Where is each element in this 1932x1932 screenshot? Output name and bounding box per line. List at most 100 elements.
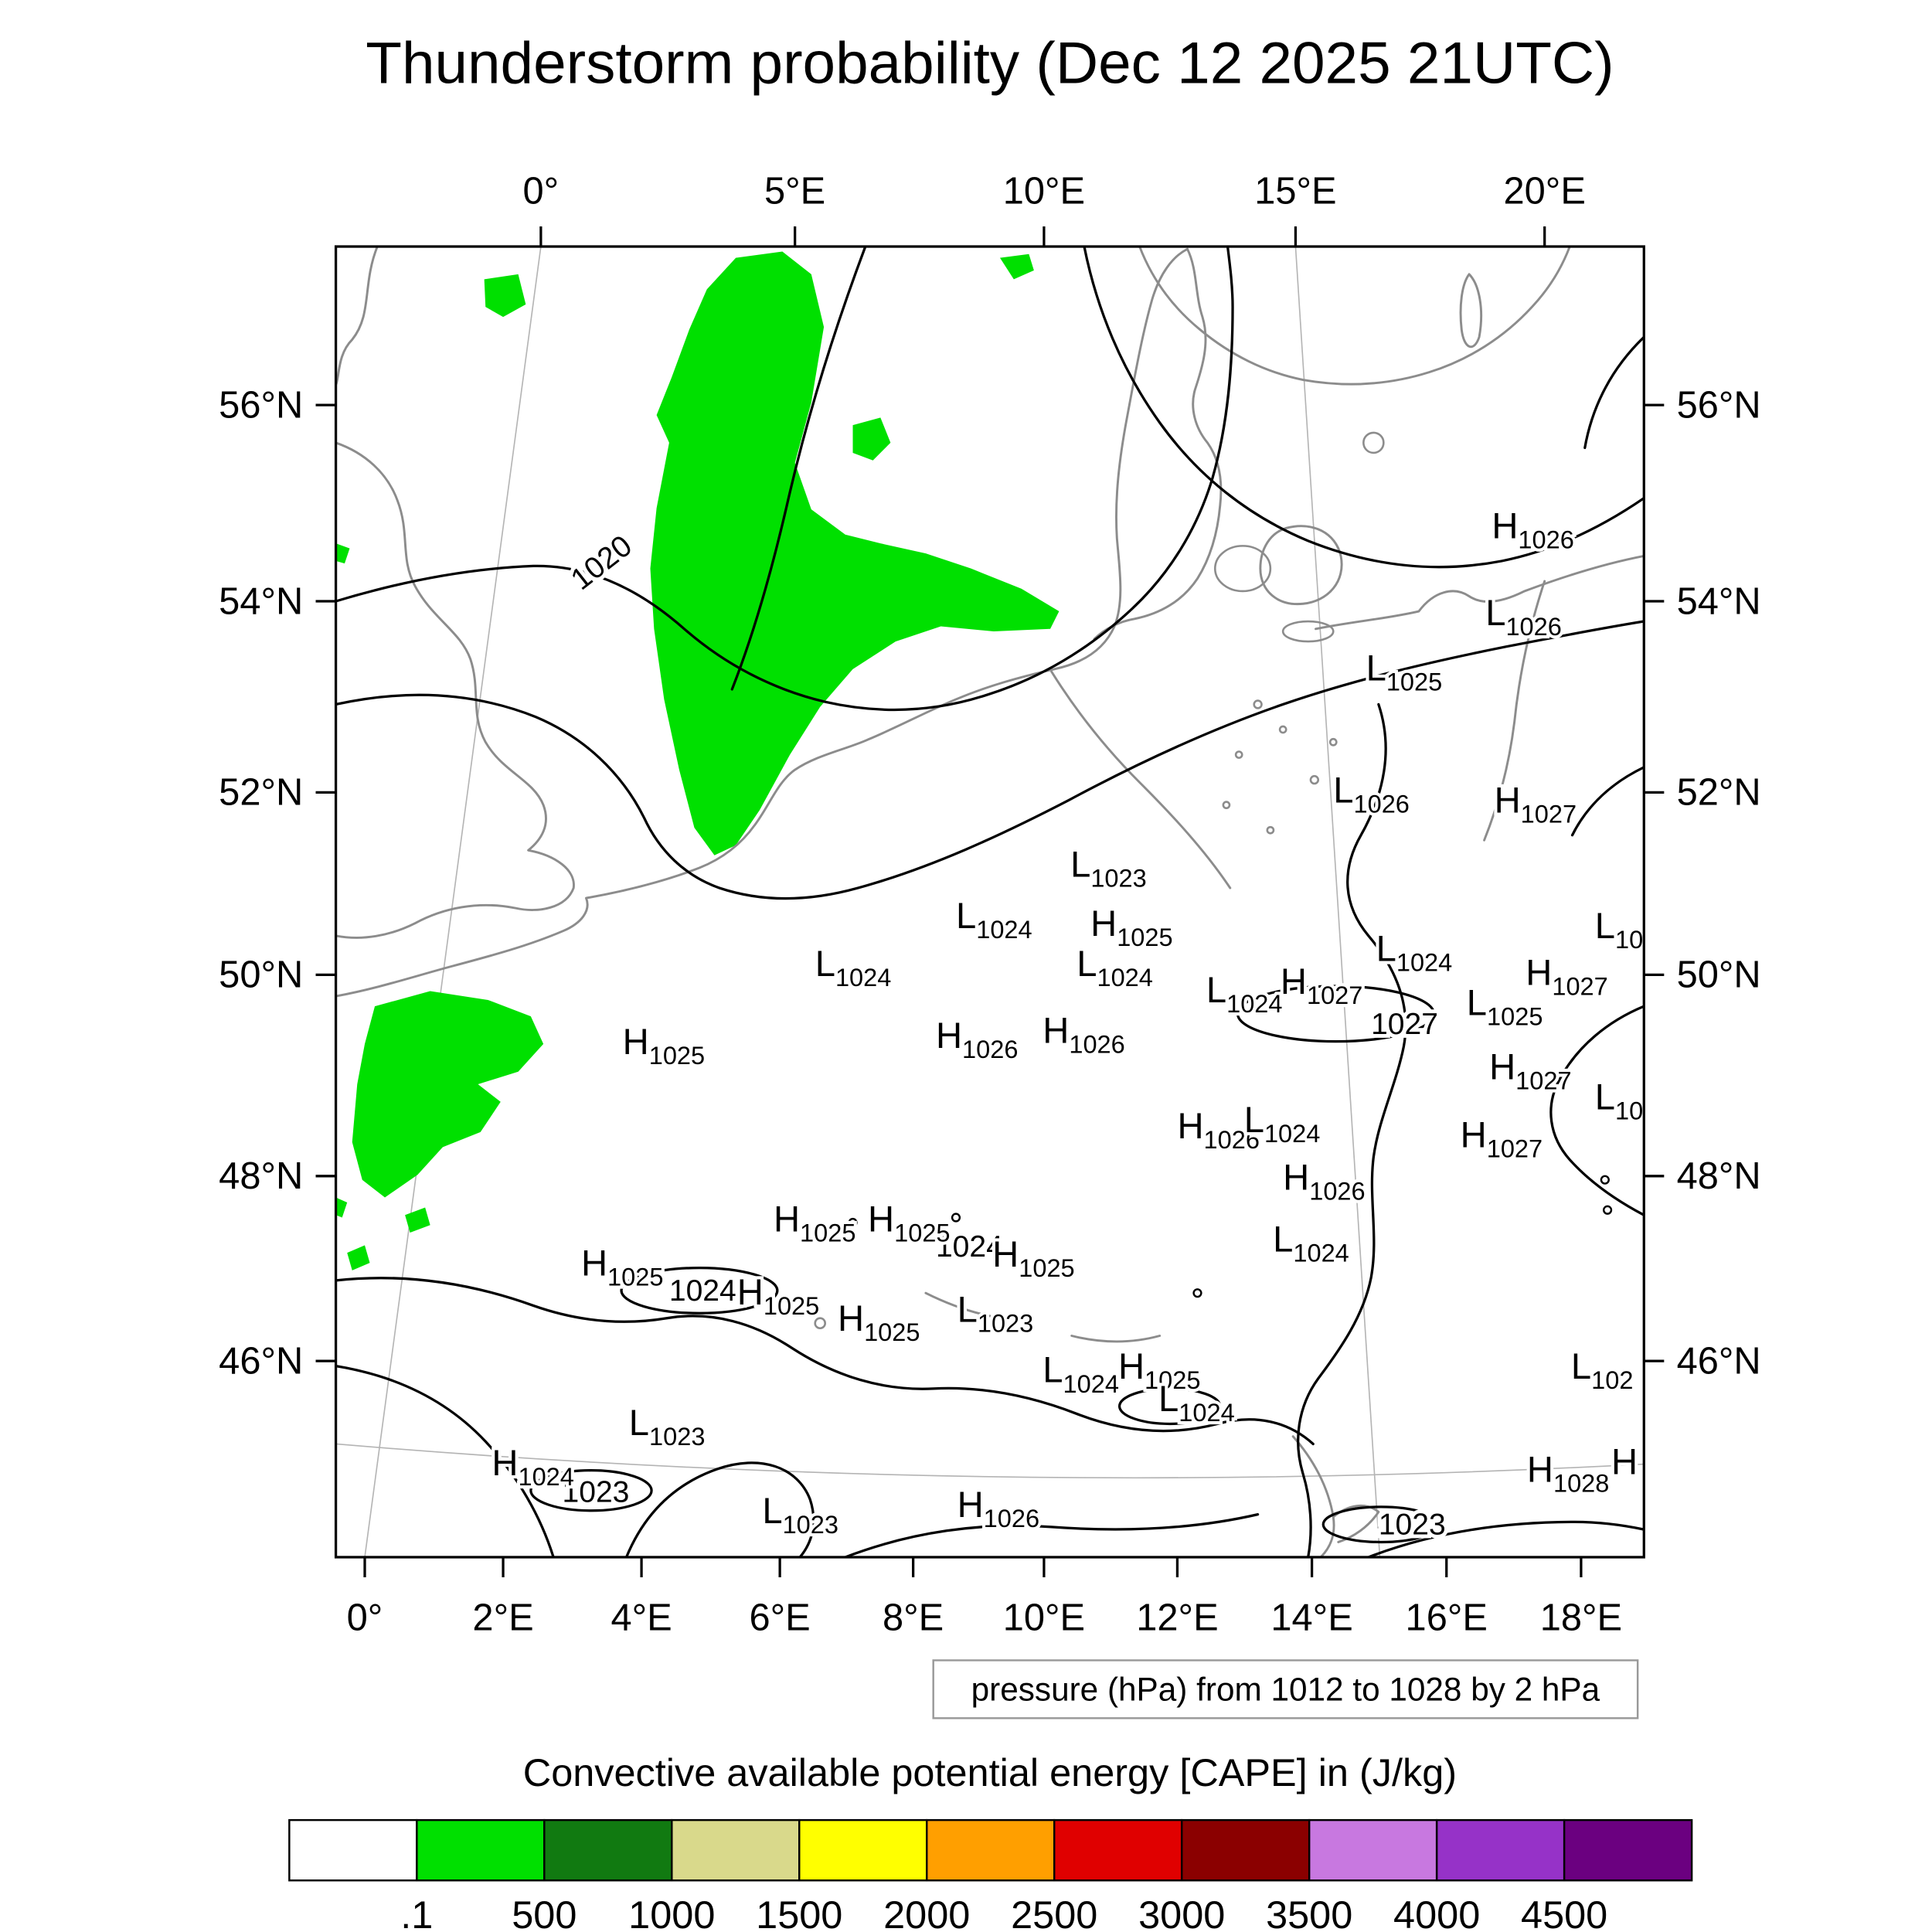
lon-tick-label-bottom: 12°E [1136,1597,1218,1638]
pressure-center-letter: L [1366,648,1386,689]
pressure-center-value: 1026 [1505,613,1561,641]
pressure-center-value: 1024 [1226,990,1282,1018]
pressure-center-letter: L [1485,593,1505,634]
lat-tick-label-right: 54°N [1677,580,1761,622]
pressure-center-value: 1026 [1204,1126,1260,1154]
colorbar-tick-label: 1500 [756,1893,842,1932]
cape-speck [999,253,1034,280]
pressure-center: H [1611,1442,1638,1483]
lon-tick-label-bottom: 16°E [1406,1597,1488,1638]
pressure-center-value: 1023 [1090,864,1146,892]
parallel-45n [335,1443,1645,1479]
contour-closed-1023 [1321,1505,1440,1544]
colorbar-cell [798,1818,928,1882]
lat-tick-label-right: 48°N [1677,1155,1761,1197]
cape-speck [852,417,891,461]
pressure-center: H1025 [737,1272,819,1320]
pressure-center-letter: H [1043,1010,1069,1051]
contour-value-label: 1023 [1379,1509,1446,1542]
contour-1020 [335,247,1234,711]
pressure-center: H1026 [936,1015,1018,1063]
pressure-center-letter: H [1495,780,1521,821]
contour-line [624,1461,815,1557]
pressure-center-letter: H [581,1243,607,1284]
pressure-center-value: 1024 [1264,1120,1320,1148]
pressure-center-value: 1025 [1386,668,1442,696]
pressure-center-letter: H [623,1022,649,1063]
contour-value-label: 1027 [1371,1008,1438,1041]
colorbar-tick-label: .1 [400,1893,433,1932]
colorbar-tick-label: 2500 [1011,1893,1097,1932]
pressure-center-letter: H [1281,961,1307,1002]
pressure-center-value: 1027 [1307,981,1362,1009]
pressure-center-value: 1024 [1293,1239,1349,1267]
pressure-center-letter: L [1158,1379,1179,1420]
lon-tick-label-bottom: 14°E [1270,1597,1352,1638]
lon-tick-label-bottom: 6°E [749,1597,810,1638]
pressure-center-letter: H [737,1272,764,1313]
lake-dot [1266,825,1275,835]
pressure-center: H1027 [1281,961,1362,1009]
pressure-center: L1023 [762,1491,838,1539]
lon-tick-label-top: 0° [523,171,560,213]
contour-line [1083,247,1645,569]
pressure-center: L1024 [1273,1219,1349,1267]
pressure-note-text: pressure (hPa) from 1012 to 1028 by 2 hP… [971,1672,1600,1708]
pressure-center: L102 [1571,1346,1634,1394]
lat-tick-label-left: 56°N [219,384,303,426]
contour-dot [848,1217,858,1228]
colorbar-cell [1308,1818,1438,1882]
pressure-center-value: 10 [1615,926,1643,954]
alpine-rivers [924,1291,1162,1343]
colorbar-cell [416,1818,546,1882]
pressure-center-value: 1024 [518,1463,573,1491]
pressure-center-value: 1024 [1396,949,1452,977]
pressure-center-value: 1025 [864,1318,920,1346]
pressure-center: H1025 [774,1199,855,1247]
colorbar-tick-label: 1000 [628,1893,715,1932]
pressure-center-letter: H [1527,1449,1553,1490]
pressure-center-letter: L [762,1491,782,1532]
pressure-center-letter: L [1244,1100,1264,1141]
pressure-center-value: 1024 [1179,1399,1234,1427]
contour-line [335,1364,555,1557]
contour-line [335,1277,1315,1446]
pressure-center: H1025 [1090,903,1172,951]
lon-tick-label-bottom: 2°E [472,1597,533,1638]
pressure-center-value: 1024 [1063,1370,1119,1398]
contour-dot [1192,1288,1202,1298]
pressure-center-value: 1027 [1552,972,1607,1000]
pressure-center-letter: H [838,1298,864,1339]
contour-value-label: 1023 [563,1475,630,1509]
cape-region-northsea [650,251,1060,855]
colorbar-tick-label: 2000 [883,1893,970,1932]
contour-line [730,247,867,691]
pressure-center: L10 [1595,906,1643,954]
pressure-center-letter: L [1273,1219,1293,1260]
pressure-center: H1026 [1283,1158,1365,1206]
graticule [335,247,1645,1557]
pressure-center: H1025 [868,1199,950,1247]
pressure-note-border [932,1659,1639,1719]
pressure-center-letter: L [1376,928,1396,969]
pressure-center: L1024 [1376,928,1453,976]
pressure-center-value: 1023 [978,1310,1033,1338]
lon-tick-label-bottom: 18°E [1540,1597,1622,1638]
colorbar-cell [1563,1818,1693,1882]
pressure-center-letter: L [956,896,976,937]
axis-bottom: 0° 2°E 4°E 6°E 8°E 10°E 12°E 14°E 16°E 18°E [347,1556,1622,1638]
pressure-center-value: 1026 [962,1036,1018,1063]
pressure-center-value: 1025 [649,1042,705,1070]
pressure-center-letter: H [1461,1114,1487,1155]
cape-speck [405,1207,430,1233]
pressure-center-value: 1025 [1117,923,1172,951]
pressure-center-letter: L [1070,844,1090,885]
pressure-center: H1026 [1043,1010,1124,1058]
pressure-center: H1028 [1527,1449,1609,1497]
pressure-center: H1025 [623,1022,705,1070]
